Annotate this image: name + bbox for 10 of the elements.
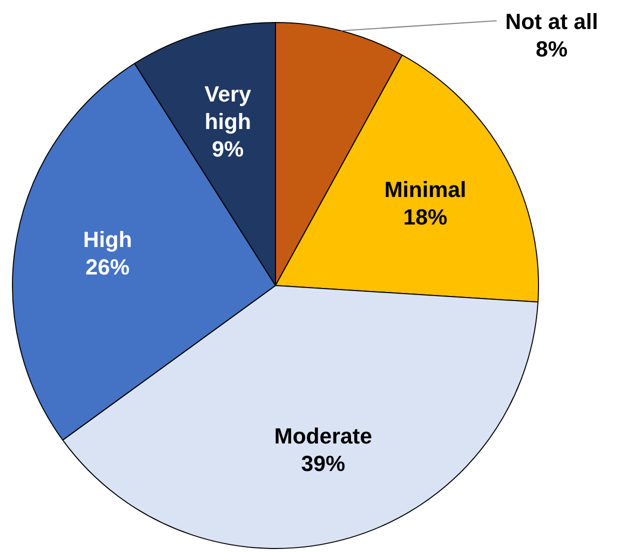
data-label: 9% — [212, 136, 244, 162]
slice-label: High — [83, 227, 132, 252]
data-label: 26% — [86, 254, 130, 280]
data-label: 18% — [403, 204, 448, 230]
slice-label: Minimal — [384, 176, 466, 202]
slice-label: Not at all — [505, 8, 598, 34]
data-label: 8% — [536, 36, 568, 62]
data-label: 39% — [301, 450, 346, 476]
slice-label: Very high — [204, 81, 252, 134]
slice-label: Moderate — [274, 423, 372, 448]
